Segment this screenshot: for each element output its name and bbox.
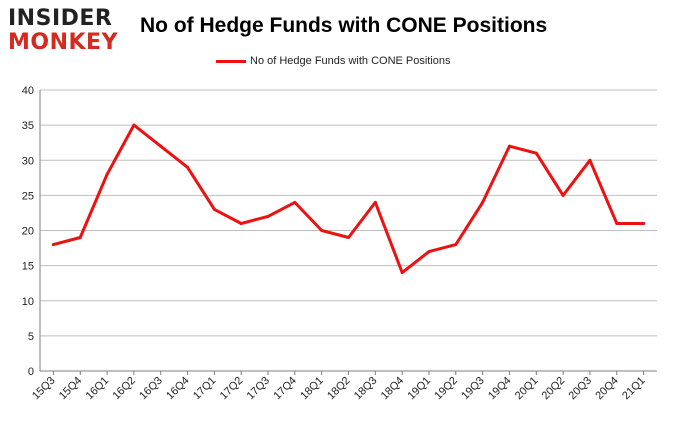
x-tick-label: 18Q4 [379, 375, 407, 403]
x-tick-label: 20Q2 [540, 375, 568, 403]
x-tick-label: 21Q1 [620, 375, 648, 403]
data-point [293, 200, 297, 204]
y-tick-label: 40 [22, 85, 34, 97]
data-point [186, 165, 190, 169]
insider-monkey-logo: INSIDER MONKEY [8, 6, 126, 56]
x-tick-label: 15Q3 [30, 375, 58, 403]
y-tick-label: 5 [28, 331, 34, 343]
data-point [561, 193, 565, 197]
x-tick-label: 18Q2 [325, 375, 353, 403]
data-point [105, 172, 109, 176]
data-point [78, 236, 82, 240]
x-tick-label: 19Q2 [432, 375, 460, 403]
y-tick-label: 0 [28, 366, 34, 378]
x-tick-label: 20Q1 [513, 375, 541, 403]
x-tick-label: 16Q4 [164, 375, 192, 403]
x-tick-label: 20Q3 [567, 375, 595, 403]
chart-legend: No of Hedge Funds with CONE Positions [216, 53, 451, 69]
x-tick-label: 19Q3 [459, 375, 487, 403]
y-tick-label: 30 [22, 155, 34, 167]
x-tick-label: 19Q4 [486, 375, 514, 403]
data-point [615, 221, 619, 225]
x-tick-label: 17Q4 [271, 375, 299, 403]
data-point [507, 144, 511, 148]
data-point [642, 221, 646, 225]
chart-title: No of Hedge Funds with CONE Positions [140, 14, 548, 37]
logo-line-2: MONKEY [8, 30, 119, 55]
data-point [427, 250, 431, 254]
y-tick-label: 10 [22, 296, 34, 308]
data-point [347, 236, 350, 240]
data-point [212, 207, 216, 211]
data-point [588, 158, 592, 162]
y-tick-label: 15 [22, 261, 34, 273]
series-line [51, 123, 646, 275]
x-tick-label: 16Q1 [84, 375, 112, 403]
logo-line-1: INSIDER [8, 6, 113, 31]
x-tick-label: 17Q1 [191, 375, 219, 403]
x-tick-label: 17Q2 [218, 375, 246, 403]
data-point [373, 200, 377, 204]
legend-swatch [216, 59, 246, 63]
x-tick-label: 20Q4 [593, 375, 621, 403]
data-point [320, 229, 324, 232]
data-point [159, 144, 163, 148]
x-tick-label: 16Q2 [110, 375, 138, 403]
data-point [51, 243, 55, 247]
y-tick-label: 20 [22, 226, 34, 238]
y-tick-label: 35 [22, 120, 34, 132]
data-point [534, 151, 538, 155]
x-tick-label: 18Q1 [298, 375, 326, 403]
x-tick-label: 18Q3 [352, 375, 380, 403]
legend-label: No of Hedge Funds with CONE Positions [250, 55, 451, 67]
x-tick-label: 15Q4 [57, 375, 85, 403]
x-tick-label: 17Q3 [245, 375, 273, 403]
data-point [400, 271, 404, 275]
data-point [481, 200, 485, 204]
y-tick-label: 25 [22, 190, 34, 202]
data-point [266, 214, 270, 218]
data-point [454, 243, 458, 247]
x-tick-label: 16Q3 [137, 375, 165, 403]
data-point [239, 221, 243, 225]
data-point [132, 123, 136, 127]
x-tick-label: 19Q1 [406, 375, 434, 403]
